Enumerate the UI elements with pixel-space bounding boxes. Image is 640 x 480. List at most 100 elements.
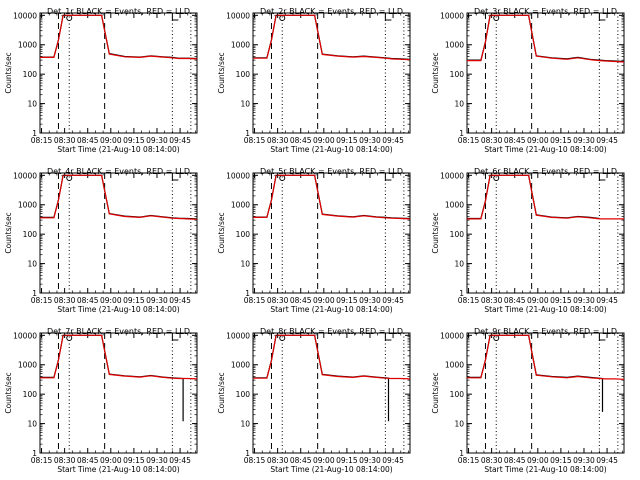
y-tick-label: 10000	[13, 171, 37, 180]
chart-title: Det_8r BLACK = Events, RED = LLD	[260, 327, 403, 336]
x-tick-label: 08:15	[458, 456, 480, 465]
x-tick-label: 08:15	[31, 296, 53, 305]
lld-series-line	[467, 14, 624, 63]
plot-frame	[39, 332, 198, 454]
x-tick-label: 09:30	[146, 456, 168, 465]
y-tick-label: 100	[236, 390, 251, 399]
chart-title: Det_9r BLACK = Events, RED = LLD	[474, 327, 617, 336]
x-tick-label: 09:30	[573, 136, 595, 145]
plot-frame	[39, 12, 198, 134]
x-axis-label: Start Time (21-Aug-10 08:14:00)	[484, 305, 606, 314]
chart-panel-2: 1 10 100 1000 10000 08:15 08:30 08:45 09:00 09:15…	[217, 7, 411, 154]
y-axis-label: Counts/sec	[431, 52, 440, 93]
events-series-line	[467, 334, 604, 412]
y-tick-label: 10000	[226, 171, 250, 180]
y-tick-label: 10	[454, 260, 464, 269]
x-tick-label: 08:15	[31, 456, 53, 465]
x-tick-label: 09:30	[146, 136, 168, 145]
x-tick-label: 09:45	[169, 456, 191, 465]
x-tick-label: 09:00	[100, 136, 122, 145]
y-tick-label: 10000	[226, 11, 250, 20]
x-tick-label: 08:45	[77, 136, 99, 145]
y-tick-label: 1	[32, 289, 37, 298]
x-tick-label: 09:30	[359, 136, 381, 145]
annotation-marker	[66, 335, 73, 341]
x-tick-label: 09:00	[527, 456, 549, 465]
y-tick-label: 10000	[13, 331, 37, 340]
x-axis-label: Start Time (21-Aug-10 08:14:00)	[57, 145, 179, 154]
y-axis-label: Counts/sec	[217, 372, 226, 413]
y-tick-label: 1	[32, 129, 37, 138]
x-tick-label: 09:45	[596, 456, 618, 465]
lld-series-line	[253, 174, 410, 220]
x-tick-label: 09:30	[146, 296, 168, 305]
annotation-marker	[384, 14, 392, 21]
lld-series-line	[253, 334, 410, 380]
x-tick-label: 09:30	[573, 296, 595, 305]
x-tick-label: 08:15	[244, 136, 266, 145]
x-tick-label: 09:45	[382, 296, 404, 305]
y-axis-label: Counts/sec	[4, 372, 13, 413]
x-tick-label: 08:15	[31, 136, 53, 145]
plot-frame	[466, 12, 625, 134]
annotation-marker	[66, 175, 73, 181]
x-tick-label: 08:45	[504, 456, 526, 465]
y-tick-label: 1	[32, 449, 37, 458]
annotation-marker	[598, 334, 606, 341]
y-axis-label: Counts/sec	[431, 372, 440, 413]
chart-title: Det_6r BLACK = Events, RED = LLD	[474, 167, 617, 176]
x-tick-label: 09:30	[573, 456, 595, 465]
y-tick-label: 10	[240, 420, 250, 429]
annotation-marker	[66, 15, 73, 21]
y-tick-label: 10000	[226, 331, 250, 340]
events-series-line	[40, 174, 197, 220]
y-tick-label: 10000	[440, 331, 464, 340]
x-tick-label: 08:30	[54, 136, 76, 145]
annotation-marker	[171, 14, 179, 21]
annotation-marker	[493, 175, 500, 181]
y-tick-label: 1000	[231, 201, 250, 210]
y-tick-label: 100	[23, 230, 38, 239]
x-tick-label: 08:15	[458, 296, 480, 305]
chart-panel-5: 1 10 100 1000 10000 08:15 08:30 08:45 09:00 09:15…	[217, 167, 411, 314]
x-tick-label: 09:00	[313, 296, 335, 305]
annotation-marker	[598, 14, 606, 21]
x-tick-label: 09:45	[596, 136, 618, 145]
y-axis-label: Counts/sec	[431, 212, 440, 253]
y-tick-label: 10	[240, 100, 250, 109]
y-tick-label: 10	[27, 260, 37, 269]
y-tick-label: 1	[459, 289, 464, 298]
y-axis-label: Counts/sec	[4, 52, 13, 93]
annotation-marker	[279, 175, 286, 181]
x-tick-label: 09:45	[596, 296, 618, 305]
x-tick-label: 09:15	[550, 136, 572, 145]
y-axis-label: Counts/sec	[217, 212, 226, 253]
y-tick-label: 1	[245, 449, 250, 458]
x-tick-label: 09:15	[336, 456, 358, 465]
x-tick-label: 08:30	[481, 296, 503, 305]
x-tick-label: 09:45	[169, 136, 191, 145]
x-axis-label: Start Time (21-Aug-10 08:14:00)	[484, 465, 606, 474]
x-tick-label: 09:15	[123, 136, 145, 145]
x-tick-label: 09:15	[550, 296, 572, 305]
x-tick-label: 08:30	[54, 296, 76, 305]
x-tick-label: 08:45	[77, 456, 99, 465]
x-axis-label: Start Time (21-Aug-10 08:14:00)	[270, 145, 392, 154]
chart-title: Det_4r BLACK = Events, RED = LLD	[47, 167, 190, 176]
events-series-line	[40, 334, 184, 422]
x-tick-label: 09:45	[169, 296, 191, 305]
events-series-line	[40, 14, 197, 60]
chart-panel-4: 1 10 100 1000 10000 08:15 08:30 08:45 09:00 09:15…	[4, 167, 198, 314]
x-tick-label: 08:30	[481, 136, 503, 145]
x-axis-label: Start Time (21-Aug-10 08:14:00)	[57, 465, 179, 474]
x-axis-label: Start Time (21-Aug-10 08:14:00)	[484, 145, 606, 154]
y-tick-label: 1	[459, 449, 464, 458]
x-tick-label: 09:30	[359, 296, 381, 305]
chart-panel-8: 1 10 100 1000 10000 08:15 08:30 08:45 09:00 09:15…	[217, 327, 411, 474]
y-tick-label: 100	[236, 70, 251, 79]
x-tick-label: 08:30	[267, 136, 289, 145]
y-axis-label: Counts/sec	[217, 52, 226, 93]
y-tick-label: 10	[27, 420, 37, 429]
y-axis-label: Counts/sec	[4, 212, 13, 253]
